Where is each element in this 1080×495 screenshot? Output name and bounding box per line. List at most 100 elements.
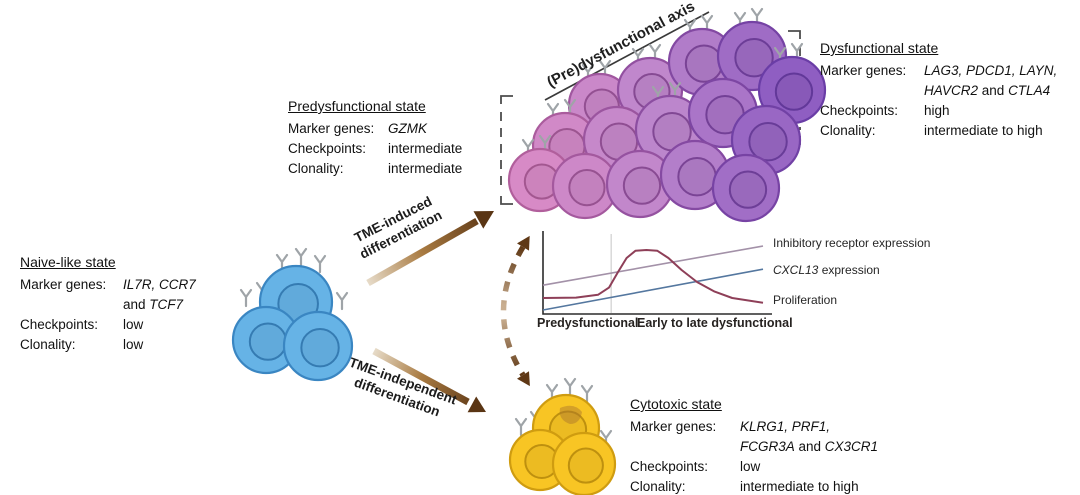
t-cell bbox=[551, 431, 617, 495]
state-row-value: low bbox=[740, 457, 760, 477]
text-segment: expression bbox=[818, 263, 880, 277]
text-segment: intermediate to high bbox=[740, 479, 859, 494]
text-segment: and bbox=[978, 83, 1009, 98]
expression-chart-plot bbox=[542, 231, 772, 315]
tcr-receptor-icon bbox=[514, 417, 528, 437]
text-segment: CXCL13 bbox=[773, 263, 819, 277]
state-title: Naive-like state bbox=[20, 254, 116, 270]
text-segment: TCF7 bbox=[149, 297, 184, 312]
state-row-value: low bbox=[123, 335, 143, 355]
state-row: Clonality: low bbox=[20, 335, 196, 355]
state-row: Checkpoints: intermediate bbox=[288, 139, 462, 159]
state-row: Clonality: intermediate to high bbox=[820, 121, 1057, 141]
state-row-label: Clonality: bbox=[20, 337, 76, 352]
state-row: Marker genes: LAG3, PDCD1, LAYN, HAVCR2 an… bbox=[820, 61, 1057, 101]
state-row-value: LAG3, PDCD1, LAYN, HAVCR2 and CTLA4 bbox=[924, 61, 1057, 101]
cytotoxic-cell-cluster bbox=[508, 377, 617, 495]
state-row-label: Marker genes: bbox=[630, 419, 717, 434]
state-row-value: intermediate to high bbox=[924, 121, 1043, 141]
state-row: Clonality: intermediate to high bbox=[630, 477, 878, 495]
state-row-value: intermediate to high bbox=[740, 477, 859, 495]
left-bracket bbox=[500, 95, 513, 205]
state-row-value: KLRG1, PRF1, FCGR3A and CX3CR1 bbox=[740, 417, 878, 457]
state-row-label: Marker genes: bbox=[288, 121, 375, 136]
tcr-receptor-icon bbox=[239, 288, 253, 308]
chart-x-axis-label: Early to late dysfunctional bbox=[637, 316, 793, 330]
state-title: Predysfunctional state bbox=[288, 98, 426, 114]
naive-cell-cluster bbox=[231, 247, 354, 382]
state-row-label: Clonality: bbox=[630, 479, 686, 494]
text-segment: and bbox=[123, 297, 150, 312]
state-block-cytotoxic: Cytotoxic state Marker genes: KLRG1, PRF1… bbox=[630, 394, 878, 495]
text-segment: IL7R, CCR7 bbox=[123, 277, 196, 292]
state-row: Checkpoints: low bbox=[630, 457, 878, 477]
state-row: Checkpoints: high bbox=[820, 101, 1057, 121]
predysfunctional-axis-line bbox=[544, 11, 710, 101]
text-segment: KLRG1, PRF1, bbox=[740, 419, 831, 434]
tcr-receptor-icon bbox=[335, 291, 349, 311]
chart-line-cxcl13-expression bbox=[542, 268, 764, 311]
state-block-dysfunctional: Dysfunctional state Marker genes: LAG3, P… bbox=[820, 38, 1057, 141]
dashed-transition-arrow bbox=[500, 235, 530, 387]
text-segment: FCGR3A bbox=[740, 439, 795, 454]
state-row-label: Checkpoints: bbox=[820, 103, 899, 118]
state-row-value: intermediate bbox=[388, 139, 462, 159]
state-row-value: low bbox=[123, 315, 143, 335]
chart-x-axis-label: Predysfunctional bbox=[537, 316, 639, 330]
state-row: Checkpoints: low bbox=[20, 315, 196, 335]
text-segment: GZMK bbox=[388, 121, 427, 136]
tme-independent-arrow bbox=[372, 347, 486, 413]
predysfunctional-dysfunctional-cell-cluster bbox=[507, 7, 827, 223]
state-row-label: Clonality: bbox=[820, 123, 876, 138]
chart-legend-label: Proliferation bbox=[773, 293, 837, 307]
state-row-label: Checkpoints: bbox=[20, 317, 99, 332]
state-title: Dysfunctional state bbox=[820, 40, 939, 56]
chart-line-inhibitory-receptor-expression bbox=[542, 245, 764, 286]
state-row-label: Checkpoints: bbox=[288, 141, 367, 156]
chart-legend-label: Inhibitory receptor expression bbox=[773, 236, 930, 250]
tcr-receptor-icon bbox=[294, 247, 308, 267]
tcr-receptor-icon bbox=[563, 377, 577, 397]
state-block-naive: Naive-like state Marker genes: IL7R, CCR7… bbox=[20, 252, 196, 355]
text-segment: Inhibitory receptor expression bbox=[773, 236, 931, 250]
text-segment: intermediate bbox=[388, 161, 463, 176]
text-segment: intermediate bbox=[388, 141, 463, 156]
chart-line-proliferation bbox=[542, 249, 764, 304]
tcr-receptor-icon bbox=[580, 384, 594, 404]
text-segment: CTLA4 bbox=[1008, 83, 1051, 98]
state-row: Marker genes: GZMK bbox=[288, 119, 462, 139]
state-title: Cytotoxic state bbox=[630, 396, 722, 412]
state-row-value: intermediate bbox=[388, 159, 462, 179]
text-segment: HAVCR2 bbox=[924, 83, 979, 98]
state-block-predysfunctional: Predysfunctional state Marker genes: GZMK… bbox=[288, 96, 462, 179]
expression-chart: Predysfunctional Early to late dysfunctio… bbox=[535, 228, 1080, 343]
text-segment: and bbox=[794, 439, 825, 454]
state-row-value: high bbox=[924, 101, 950, 121]
text-segment: high bbox=[924, 103, 950, 118]
state-row-value: IL7R, CCR7 and TCF7 bbox=[123, 275, 196, 315]
state-row: Marker genes: IL7R, CCR7 and TCF7 bbox=[20, 275, 196, 315]
state-row-value: GZMK bbox=[388, 119, 427, 139]
state-row: Marker genes: KLRG1, PRF1, FCGR3A and CX3C… bbox=[630, 417, 878, 457]
state-row-label: Clonality: bbox=[288, 161, 344, 176]
text-segment: Proliferation bbox=[773, 293, 838, 307]
cell-shading bbox=[559, 405, 582, 424]
text-segment: CX3CR1 bbox=[824, 439, 879, 454]
state-row: Clonality: intermediate bbox=[288, 159, 462, 179]
text-segment: low bbox=[123, 337, 144, 352]
tcr-receptor-icon bbox=[313, 254, 327, 274]
text-segment: low bbox=[740, 459, 761, 474]
t-cell bbox=[757, 55, 827, 125]
state-row-label: Marker genes: bbox=[20, 277, 107, 292]
t-cell bbox=[551, 152, 619, 220]
t-cell bbox=[282, 310, 354, 382]
text-segment: low bbox=[123, 317, 144, 332]
t-cell bbox=[711, 153, 781, 223]
t-cell bbox=[231, 305, 301, 375]
state-row-label: Checkpoints: bbox=[630, 459, 709, 474]
text-segment: LAG3, PDCD1, LAYN, bbox=[924, 63, 1058, 78]
tme-induced-arrow bbox=[366, 211, 494, 287]
chart-axes bbox=[542, 231, 772, 315]
